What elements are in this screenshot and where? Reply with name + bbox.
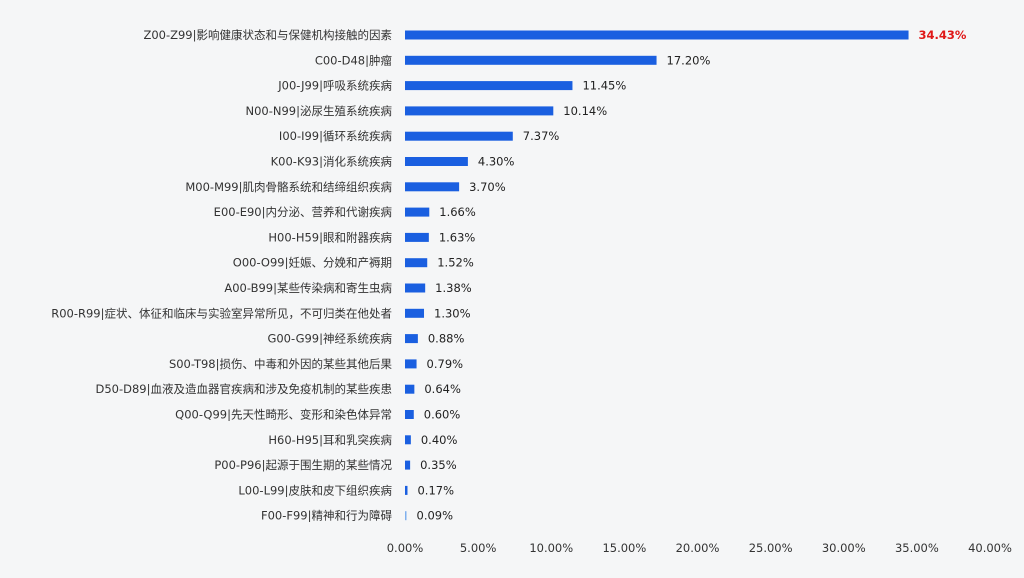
value-label: 0.09% <box>417 509 454 523</box>
category-label: P00-P96|起源于围生期的某些情况 <box>214 458 392 472</box>
bar <box>405 308 425 318</box>
value-label: 10.14% <box>563 104 607 118</box>
category-label: K00-K93|消化系统疾病 <box>271 155 393 169</box>
bar <box>405 511 407 521</box>
category-label: H60-H95|耳和乳突疾病 <box>268 433 392 447</box>
category-label: H00-H59|眼和附器疾病 <box>268 230 392 244</box>
x-tick-label: 10.00% <box>529 541 573 555</box>
value-label: 0.60% <box>424 408 461 422</box>
category-label: O00-O99|妊娠、分娩和产褥期 <box>233 256 392 270</box>
value-label: 1.30% <box>434 306 471 320</box>
x-tick-label: 40.00% <box>968 541 1012 555</box>
category-label: J00-J99|呼吸系统疾病 <box>277 79 392 93</box>
category-label: M00-M99|肌肉骨骼系统和结缔组织疾病 <box>185 180 392 194</box>
value-label: 17.20% <box>667 53 711 67</box>
bar <box>405 157 468 166</box>
bar <box>405 81 573 91</box>
category-labels: Z00-Z99|影响健康状态和与保健机构接触的因素 C00-D48|肿瘤 J00-J… <box>51 28 392 523</box>
value-label: 3.70% <box>469 180 506 194</box>
bar <box>405 460 411 470</box>
x-tick-label: 20.00% <box>676 541 720 555</box>
bar <box>405 232 429 242</box>
category-label: I00-I99|循环系统疾病 <box>279 129 393 143</box>
category-label: S00-T98|损伤、中毒和外因的某些其他后果 <box>169 357 393 371</box>
category-label: D50-D89|血液及造血器官疾病和涉及免疫机制的某些疾患 <box>96 382 393 396</box>
value-label: 0.79% <box>427 357 464 371</box>
category-label: C00-D48|肿瘤 <box>315 53 393 67</box>
category-label: R00-R99|症状、体征和临床与实验室异常所见，不可归类在他处者 <box>51 306 392 320</box>
bar <box>405 485 408 495</box>
bar <box>405 182 460 192</box>
value-label: 1.38% <box>435 281 472 295</box>
bar <box>405 207 430 217</box>
x-tick-label: 30.00% <box>822 541 866 555</box>
value-label: 7.37% <box>523 129 560 143</box>
value-label: 1.66% <box>439 205 476 219</box>
category-label: A00-B99|某些传染病和寄生虫病 <box>224 281 392 295</box>
value-labels: 34.43% 17.20% 11.45% 10.14%7.37% 4.30% 3.70% 1… <box>417 28 967 523</box>
category-label: F00-F99|精神和行为障碍 <box>261 509 393 523</box>
value-label: 1.52% <box>437 256 474 270</box>
x-tick-label: 15.00% <box>602 541 646 555</box>
value-label: 11.45% <box>582 79 626 93</box>
value-label: 0.64% <box>424 382 461 396</box>
bars <box>405 30 909 521</box>
x-axis-ticks: 0.00% 5.00% 10.00% 15.00% 20.00% 25.00% 30.00%… <box>387 541 1012 555</box>
bar <box>405 359 417 369</box>
bar <box>405 435 411 445</box>
value-label: 1.63% <box>439 230 476 244</box>
value-label: 0.35% <box>420 458 457 472</box>
category-label: Z00-Z99|影响健康状态和与保健机构接触的因素 <box>143 28 392 42</box>
category-label: Q00-Q99|先天性畸形、变形和染色体异常 <box>175 408 392 422</box>
bar <box>405 131 513 141</box>
value-label: 4.30% <box>478 155 515 169</box>
category-label: E00-E90|内分泌、营养和代谢疾病 <box>214 205 393 219</box>
value-label: 0.40% <box>421 433 458 447</box>
value-label: 34.43% <box>919 28 967 42</box>
bar <box>405 258 428 268</box>
category-label: G00-G99|神经系统疾病 <box>267 332 392 346</box>
x-tick-label: 5.00% <box>460 541 497 555</box>
bar <box>405 30 909 40</box>
x-tick-label: 35.00% <box>895 541 939 555</box>
bar <box>405 334 418 344</box>
bar <box>405 384 415 394</box>
bar <box>405 55 657 65</box>
bar <box>405 283 426 293</box>
x-tick-label: 0.00% <box>387 541 424 555</box>
value-label: 0.88% <box>428 332 465 346</box>
value-label: 0.17% <box>417 483 454 497</box>
bar <box>405 410 414 419</box>
category-label: L00-L99|皮肤和皮下组织疾病 <box>238 483 392 497</box>
bar <box>405 106 554 116</box>
category-label: N00-N99|泌尿生殖系统疾病 <box>246 104 393 118</box>
x-tick-label: 25.00% <box>749 541 793 555</box>
